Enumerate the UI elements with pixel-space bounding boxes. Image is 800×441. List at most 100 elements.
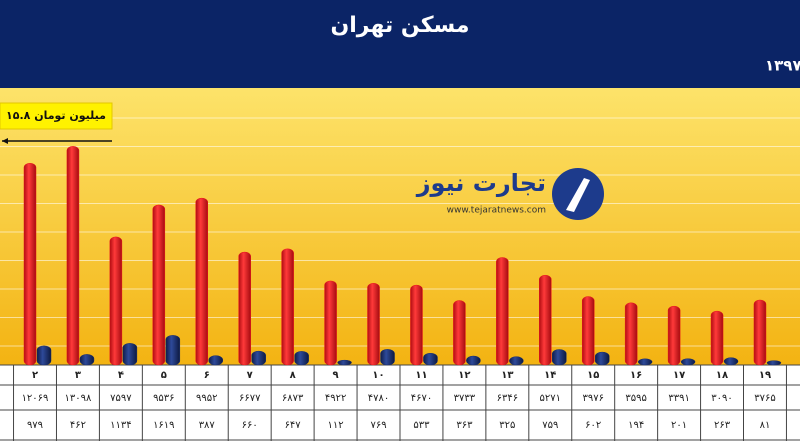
table-value: ۳۲۵ xyxy=(499,420,515,431)
category-label: ۴ xyxy=(118,370,124,381)
price-bar xyxy=(367,283,380,366)
logo-stroke xyxy=(566,178,590,212)
table-value: ۶۰۲ xyxy=(585,420,601,431)
table-lines xyxy=(0,364,800,441)
deals-bar xyxy=(723,357,739,366)
category-label: ۱۱ xyxy=(415,370,427,381)
price-bar xyxy=(710,310,724,366)
table-value: ۲۰۱ xyxy=(671,420,687,431)
category-label: ۲ xyxy=(32,370,38,381)
price-bar xyxy=(581,296,595,366)
table-value: ۵۲۷۱ xyxy=(540,393,561,404)
table-value: ۳۹۷۶ xyxy=(582,393,603,404)
deals-bar xyxy=(594,351,610,366)
table-value: ۱۹۴ xyxy=(628,420,644,431)
table-value: ۴۹۲۲ xyxy=(325,393,346,404)
table-value: ۳۶۳ xyxy=(456,420,473,431)
price-bar xyxy=(667,305,681,366)
price-bar xyxy=(152,204,166,366)
deals-bar xyxy=(294,351,309,366)
deals-bar xyxy=(380,349,395,366)
price-bar xyxy=(66,146,80,366)
table-value: ۳۰۹۰ xyxy=(711,393,732,404)
category-label: ۵ xyxy=(161,370,167,381)
deals-bar xyxy=(79,354,95,366)
table-value: ۶۶۷۷ xyxy=(239,393,261,404)
category-label: ۱۳ xyxy=(501,370,513,381)
table-value: ۳۵۹۵ xyxy=(625,393,646,404)
price-bar xyxy=(753,299,767,366)
category-label: ۹ xyxy=(333,370,339,381)
table-value: ۴۶۷۰ xyxy=(411,393,432,404)
deals-bar xyxy=(680,358,696,366)
logo: تجارت نیوز www.tejaratnews.com xyxy=(416,168,604,220)
header xyxy=(0,0,800,88)
category-label: ۳ xyxy=(75,370,81,381)
table-value: ۶۳۴۶ xyxy=(497,393,518,404)
table-value: ۷۵۹۷ xyxy=(110,393,132,404)
category-label: ۱۰ xyxy=(372,370,384,381)
grid xyxy=(0,117,800,347)
deals-bar xyxy=(208,355,224,366)
table-value: ۶۸۷۳ xyxy=(282,393,304,404)
table-value: ۶۴۷ xyxy=(285,420,302,431)
deals-bar xyxy=(165,335,181,366)
price-bar xyxy=(410,284,423,366)
category-label: ۱۴ xyxy=(544,370,556,381)
plot-area xyxy=(0,88,800,365)
category-label: ۱۶ xyxy=(630,370,642,381)
deals-bar xyxy=(637,358,653,366)
category-label: ۱۲ xyxy=(458,370,470,381)
deals-bar xyxy=(36,345,52,366)
category-label: ۱۹ xyxy=(759,370,771,381)
chart-subtitle: تعداد معاملات و قیمت هر مترمربع آپارتمان… xyxy=(765,57,800,76)
table-value: ۵۳۳ xyxy=(413,420,430,431)
table-value: ۳۷۳۳ xyxy=(454,393,476,404)
category-label: ۱۷ xyxy=(673,370,685,381)
table-value: ۹۵۳۶ xyxy=(153,393,174,404)
table-value: ۱۳۰۹۸ xyxy=(65,393,92,404)
category-label: ۷ xyxy=(247,370,253,381)
table-value: ۱۲۰۶۹ xyxy=(22,393,49,404)
price-bar xyxy=(109,236,123,366)
annotation: میلیون تومان ۱۵.۸ xyxy=(6,109,106,122)
table-value: ۱۱۳۴ xyxy=(110,420,131,431)
deals-bar xyxy=(337,359,352,366)
deals-bar xyxy=(466,355,481,366)
table-value: ۹۷۹ xyxy=(27,420,43,431)
deals-bar xyxy=(251,350,266,366)
category-label: ۱۸ xyxy=(716,370,728,381)
table-value: ۹۹۵۲ xyxy=(196,393,217,404)
table-value: ۳۷۶۵ xyxy=(754,393,775,404)
chart-title: مسکن تهران xyxy=(330,13,469,38)
table-value: ۸۱ xyxy=(760,420,771,431)
table-value: ۲۶۳ xyxy=(714,420,731,431)
table-value: ۴۷۸۰ xyxy=(368,393,389,404)
deals-bar xyxy=(122,343,138,366)
table-value: ۴۶۲ xyxy=(70,420,86,431)
logo-url: www.tejaratnews.com xyxy=(447,206,546,216)
price-bar xyxy=(281,248,294,366)
deals-bar xyxy=(552,349,567,366)
price-bar xyxy=(195,197,209,366)
table-value: ۱۶۱۹ xyxy=(153,420,174,431)
logo-name: تجارت نیوز xyxy=(416,169,546,197)
table-value: ۳۳۹۱ xyxy=(668,393,689,404)
deals-bar xyxy=(509,356,524,366)
category-label: ۶ xyxy=(204,370,210,381)
table-value: ۶۶۰ xyxy=(242,420,258,431)
category-label: ۱۵ xyxy=(587,370,599,381)
price-bar xyxy=(238,251,251,366)
price-bar xyxy=(539,274,552,366)
price-bar xyxy=(453,300,466,366)
price-bar xyxy=(324,280,337,366)
deals-bar xyxy=(766,360,782,366)
price-bar xyxy=(624,302,638,366)
price-bar xyxy=(23,163,37,366)
annotation-box xyxy=(0,102,113,130)
table-value: ۷۶۹ xyxy=(370,420,386,431)
table-value: ۷۵۹ xyxy=(542,420,558,431)
price-bar xyxy=(496,257,509,366)
